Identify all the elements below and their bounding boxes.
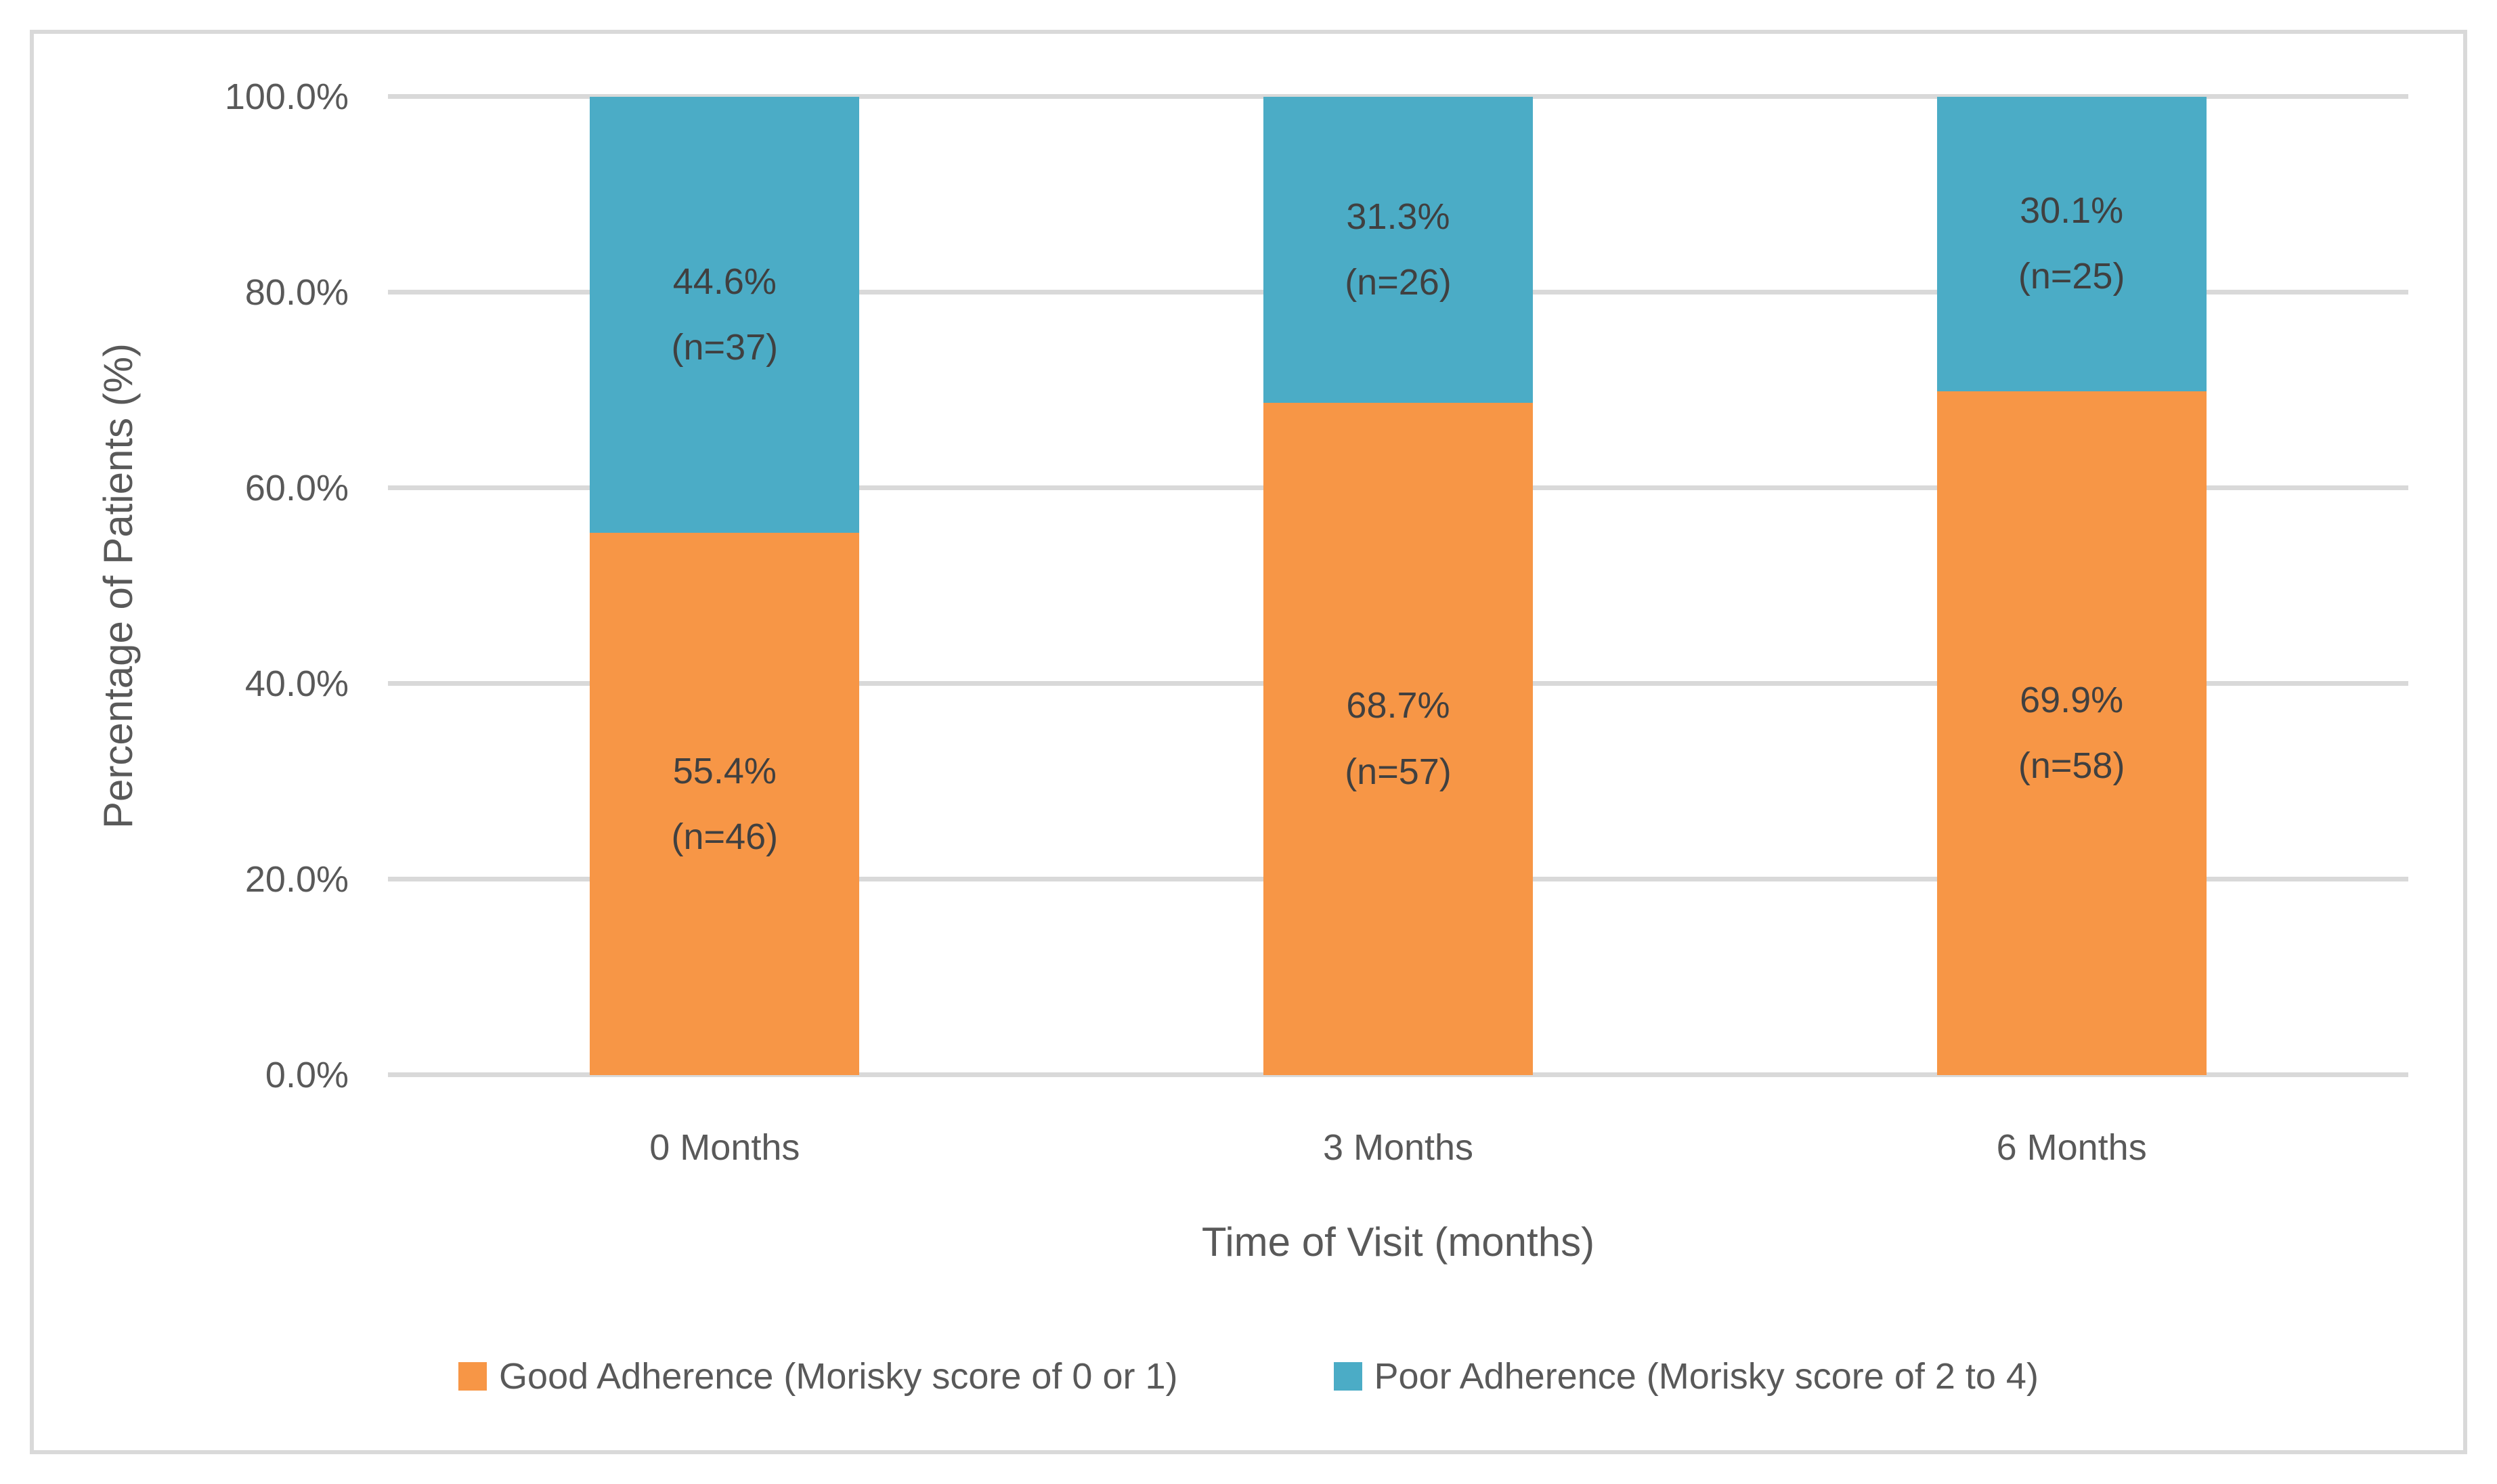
bar-segment-poor-1: 31.3% (n=26)	[1263, 97, 1533, 403]
data-label: 68.7% (n=57)	[1345, 685, 1452, 792]
bar-segment-good-2: 69.9% (n=58)	[1936, 391, 2207, 1075]
legend-swatch-icon	[1333, 1361, 1362, 1391]
gridline-100	[388, 94, 2408, 99]
bar-6-months: 30.1% (n=25) 69.9% (n=58)	[1936, 97, 2207, 1075]
x-tick-label: 6 Months	[1996, 1127, 2147, 1168]
legend: Good Adherence (Morisky score of 0 or 1)…	[30, 1344, 2467, 1408]
y-tick-label: 100.0%	[224, 77, 349, 117]
bar-0-months: 44.6% (n=37) 55.4% (n=46)	[590, 97, 860, 1075]
y-tick-label: 80.0%	[244, 272, 349, 313]
bar-segment-good-0: 55.4% (n=46)	[590, 533, 860, 1075]
data-label: 31.3% (n=26)	[1345, 196, 1452, 303]
legend-swatch-icon	[458, 1361, 487, 1391]
bar-segment-poor-2: 30.1% (n=25)	[1936, 97, 2207, 391]
x-tick-label: 0 Months	[649, 1127, 800, 1168]
x-tick-label: 3 Months	[1322, 1127, 1474, 1168]
plot-area: 44.6% (n=37) 55.4% (n=46) 31.3% (n=26) 68.7% (n…	[388, 94, 2408, 1077]
legend-item-1: Poor Adherence (Morisky score of 2 to 4)	[1333, 1355, 2039, 1397]
data-label: 69.9% (n=58)	[2018, 679, 2125, 786]
legend-item-0: Good Adherence (Morisky score of 0 or 1)	[458, 1355, 1178, 1397]
chart-border	[30, 30, 2467, 1454]
bar-segment-good-1: 68.7% (n=57)	[1263, 403, 1533, 1075]
x-axis-tick-labels: 0 Months 3 Months 6 Months	[388, 1129, 2408, 1177]
legend-label: Poor Adherence (Morisky score of 2 to 4)	[1374, 1355, 2039, 1397]
y-tick-label: 0.0%	[265, 1055, 349, 1095]
y-tick-label: 40.0%	[244, 663, 349, 704]
x-axis-title: Time of Visit (months)	[1201, 1219, 1595, 1265]
data-label: 55.4% (n=46)	[671, 750, 779, 857]
y-tick-label: 20.0%	[244, 859, 349, 900]
bar-3-months: 31.3% (n=26) 68.7% (n=57)	[1263, 97, 1533, 1075]
data-label: 44.6% (n=37)	[671, 261, 779, 368]
y-tick-label: 60.0%	[244, 468, 349, 508]
y-axis-tick-labels: 0.0% 20.0% 40.0% 60.0% 80.0% 100.0%	[68, 79, 349, 1093]
legend-label: Good Adherence (Morisky score of 0 or 1)	[499, 1355, 1178, 1397]
bar-segment-poor-0: 44.6% (n=37)	[590, 97, 860, 533]
data-label: 30.1% (n=25)	[2018, 190, 2125, 297]
